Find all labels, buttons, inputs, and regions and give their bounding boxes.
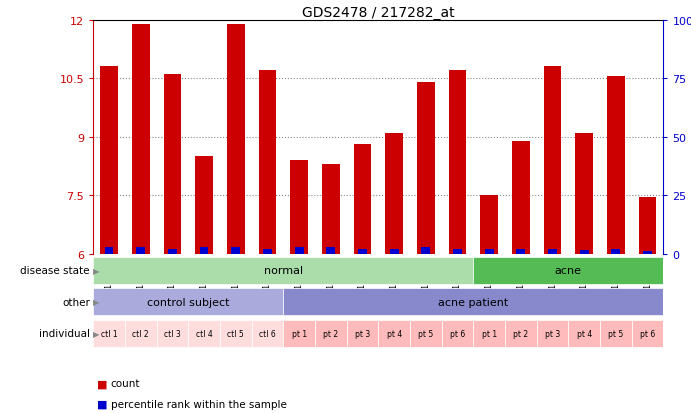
Bar [105, 247, 113, 254]
Text: ctl 6: ctl 6 [259, 329, 276, 338]
Bar [580, 250, 589, 254]
Bar [100, 67, 118, 254]
Bar [453, 249, 462, 254]
Bar [347, 320, 379, 347]
Text: disease state: disease state [20, 266, 90, 275]
Text: pt 6: pt 6 [640, 329, 655, 338]
Bar [358, 249, 367, 254]
Text: ctl 5: ctl 5 [227, 329, 244, 338]
Bar [283, 320, 315, 347]
Text: pt 1: pt 1 [482, 329, 497, 338]
Bar [607, 77, 625, 254]
Text: count: count [111, 378, 140, 388]
Bar [480, 196, 498, 254]
Text: control subject: control subject [147, 297, 229, 307]
Bar [505, 320, 537, 347]
Bar [544, 67, 561, 254]
Text: ■: ■ [97, 399, 107, 409]
Bar [379, 320, 410, 347]
Text: pt 2: pt 2 [513, 329, 529, 338]
Text: ctl 1: ctl 1 [101, 329, 117, 338]
Bar [136, 247, 145, 254]
Bar [263, 249, 272, 254]
Bar [422, 247, 430, 254]
Text: ▶: ▶ [93, 297, 99, 306]
Bar [188, 320, 220, 347]
Bar [132, 24, 149, 254]
Text: pt 5: pt 5 [608, 329, 623, 338]
Text: ctl 4: ctl 4 [196, 329, 213, 338]
Bar [410, 320, 442, 347]
Bar [227, 24, 245, 254]
Text: percentile rank within the sample: percentile rank within the sample [111, 399, 287, 409]
Bar [283, 289, 663, 315]
Text: pt 5: pt 5 [418, 329, 433, 338]
Bar [231, 247, 240, 254]
Bar [485, 249, 493, 254]
Bar [638, 197, 656, 254]
Bar [252, 320, 283, 347]
Bar [386, 133, 403, 254]
Text: acne patient: acne patient [438, 297, 509, 307]
Text: acne: acne [555, 266, 582, 275]
Bar [322, 164, 339, 254]
Text: pt 4: pt 4 [576, 329, 591, 338]
Text: pt 4: pt 4 [386, 329, 401, 338]
Text: normal: normal [264, 266, 303, 275]
Bar [417, 83, 435, 254]
Bar [93, 289, 283, 315]
Text: pt 1: pt 1 [292, 329, 307, 338]
Bar [473, 320, 505, 347]
Bar [164, 75, 181, 254]
Text: other: other [62, 297, 90, 307]
Text: ctl 3: ctl 3 [164, 329, 181, 338]
Bar [600, 320, 632, 347]
Text: pt 3: pt 3 [355, 329, 370, 338]
Bar [568, 320, 600, 347]
Text: ■: ■ [97, 378, 107, 388]
Bar [326, 247, 335, 254]
Text: ▶: ▶ [93, 266, 99, 275]
Bar [157, 320, 188, 347]
Bar [295, 247, 303, 254]
Bar [537, 320, 568, 347]
Text: individual: individual [39, 328, 90, 338]
Title: GDS2478 / 217282_at: GDS2478 / 217282_at [302, 6, 455, 20]
Bar [196, 157, 213, 254]
Bar [612, 249, 621, 254]
Text: ctl 2: ctl 2 [133, 329, 149, 338]
Bar [516, 249, 525, 254]
Bar [315, 320, 347, 347]
Bar [93, 320, 125, 347]
Bar [93, 257, 473, 284]
Text: pt 3: pt 3 [545, 329, 560, 338]
Text: pt 2: pt 2 [323, 329, 339, 338]
Bar [390, 249, 399, 254]
Bar [512, 141, 529, 254]
Text: pt 6: pt 6 [450, 329, 465, 338]
Bar [258, 71, 276, 254]
Bar [220, 320, 252, 347]
Bar [643, 252, 652, 254]
Bar [473, 257, 663, 284]
Bar [290, 161, 308, 254]
Bar [354, 145, 371, 254]
Bar [442, 320, 473, 347]
Bar [448, 71, 466, 254]
Text: ▶: ▶ [93, 329, 99, 338]
Bar [576, 133, 593, 254]
Bar [200, 247, 209, 254]
Bar [125, 320, 157, 347]
Bar [632, 320, 663, 347]
Bar [168, 249, 177, 254]
Bar [548, 249, 557, 254]
